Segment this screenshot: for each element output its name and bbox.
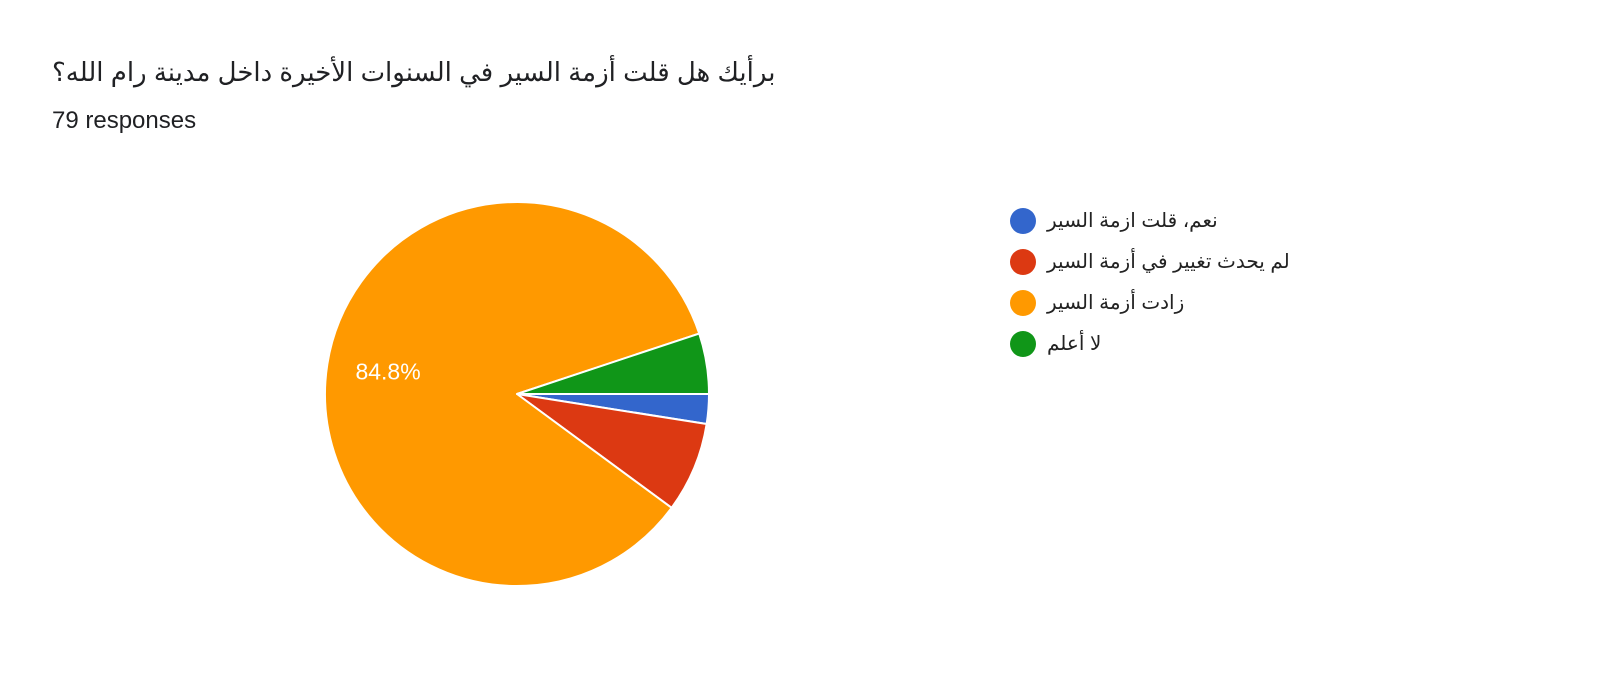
pie-slice-dont-know[interactable] [516,332,710,395]
legend-label: لا أعلم [1047,332,1102,355]
legend-swatch-circle-icon [1010,330,1036,357]
pie-slice-data-label: 84.8% [355,359,420,385]
pie-labels: 84.8% [355,359,420,385]
legend-item-increased[interactable]: زادت أزمة السير [1010,282,1510,323]
legend-item-no-change[interactable]: لم يحدث تغيير في أزمة السير [1010,241,1510,282]
legend-label: لم يحدث تغيير في أزمة السير [1047,250,1290,273]
legend-item-yes-decreased[interactable]: نعم، قلت ازمة السير [1010,200,1510,241]
legend-label: زادت أزمة السير [1047,291,1185,314]
legend-swatch-circle-icon [1010,289,1036,316]
legend-label: نعم، قلت ازمة السير [1047,209,1218,232]
pie-slices [324,201,711,587]
legend-swatch-circle-icon [1010,248,1036,275]
legend-item-dont-know[interactable]: لا أعلم [1010,323,1510,364]
response-count: 79 responses [52,107,197,134]
chart-legend: نعم، قلت ازمة السير لم يحدث تغيير في أزم… [1010,200,1510,364]
legend-swatch-circle-icon [1010,207,1036,234]
question-title: برأيك هل قلت أزمة السير في السنوات الأخي… [52,57,776,87]
pie-slice-increased[interactable] [324,201,701,587]
